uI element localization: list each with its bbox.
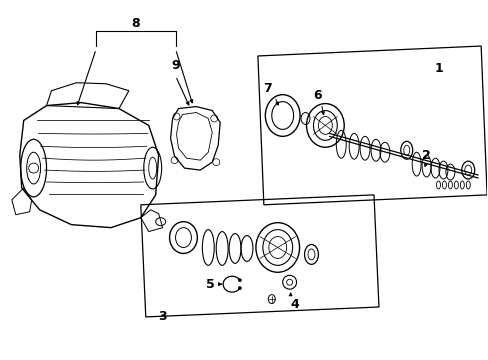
Text: 6: 6: [312, 89, 321, 102]
Text: 4: 4: [290, 297, 298, 311]
Text: 1: 1: [433, 62, 442, 75]
Text: 8: 8: [131, 17, 140, 30]
Text: 2: 2: [421, 149, 430, 162]
Circle shape: [238, 287, 241, 290]
Text: 9: 9: [171, 59, 180, 72]
Text: 5: 5: [205, 278, 214, 291]
Circle shape: [238, 279, 241, 282]
Text: 7: 7: [263, 82, 272, 95]
Text: 3: 3: [158, 310, 166, 323]
